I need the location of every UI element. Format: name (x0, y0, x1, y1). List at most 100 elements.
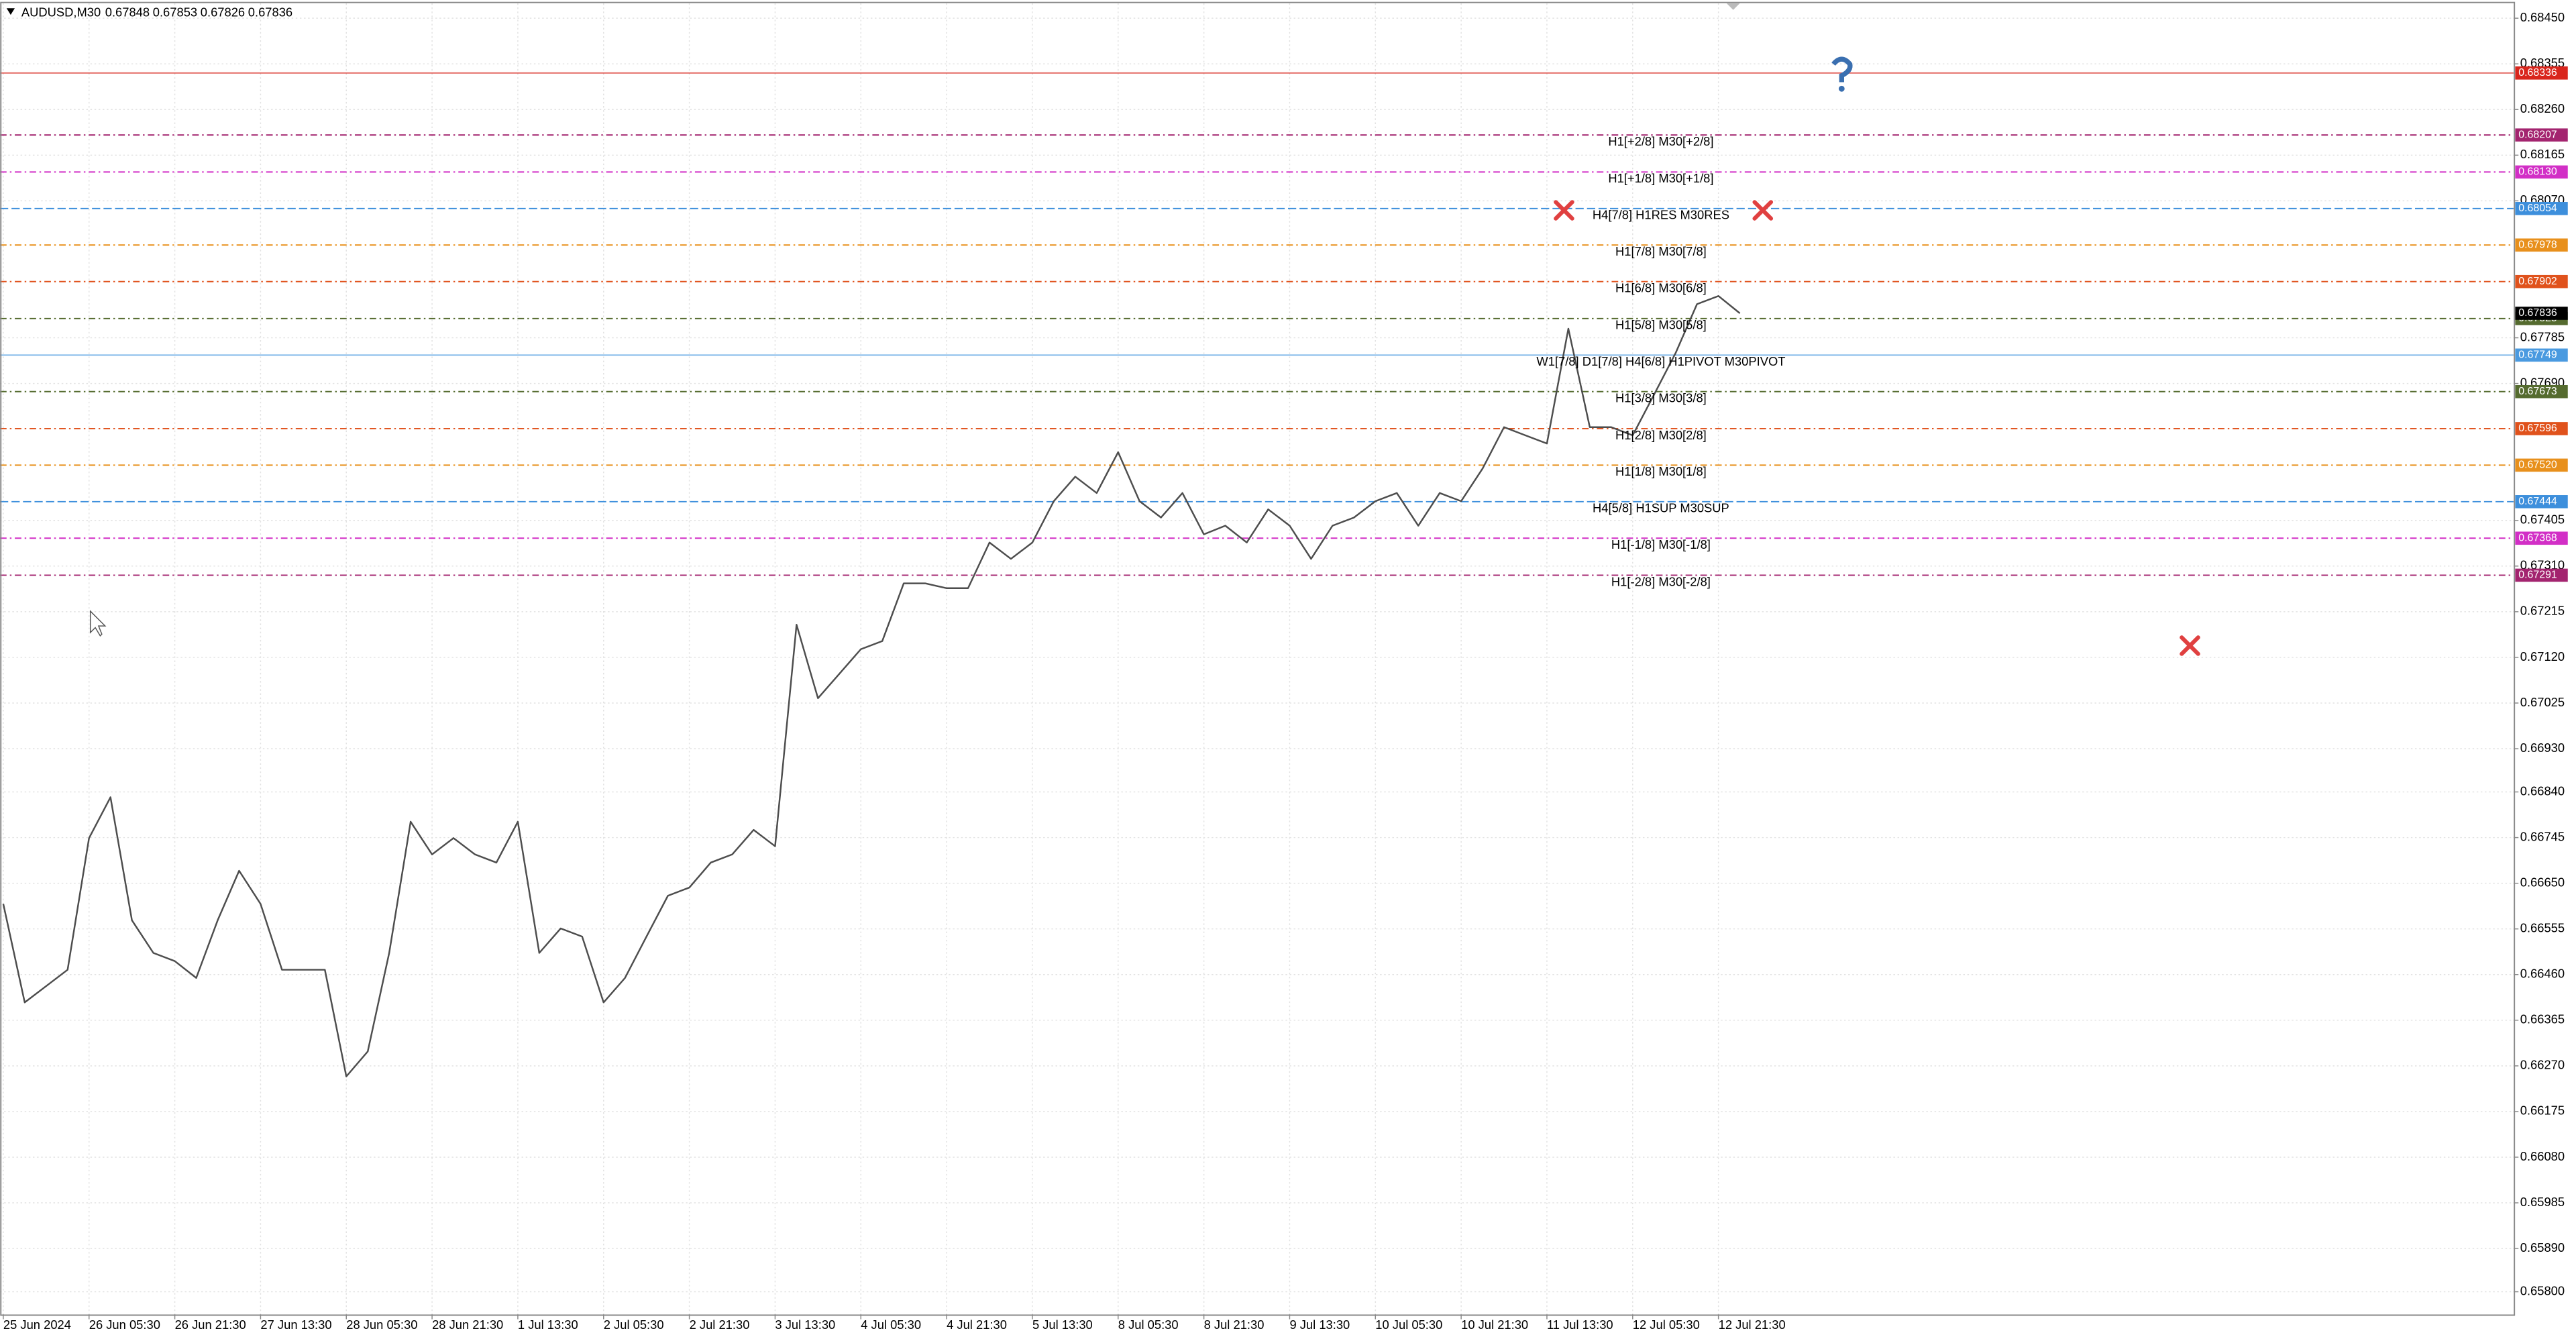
level-badge-label: 0.67749 (2518, 350, 2557, 361)
y-tick-label: 0.68260 (2520, 101, 2565, 115)
level-badge-label: 0.68130 (2518, 166, 2557, 178)
x-tick-label: 27 Jun 13:30 (260, 1318, 331, 1332)
level-label: H1[+1/8] M30[+1/8] (1608, 171, 1713, 185)
level-badge (2515, 307, 2568, 320)
level-badge (2515, 66, 2568, 80)
level-badge-label: 0.67978 (2518, 239, 2557, 250)
x-tick-label: 12 Jul 21:30 (1719, 1318, 1786, 1332)
grid (0, 3, 2519, 1320)
level-badge (2515, 422, 2568, 435)
levels (0, 72, 2514, 576)
y-tick-label: 0.66745 (2520, 829, 2565, 843)
y-tick-label: 0.67025 (2520, 695, 2565, 709)
y-tick-label: 0.65985 (2520, 1195, 2565, 1209)
x-tick-label: 3 Jul 13:30 (775, 1318, 835, 1332)
x-tick-label: 25 Jun 2024 (3, 1318, 71, 1332)
menu-arrow[interactable] (6, 8, 15, 15)
x-tick-label: 10 Jul 21:30 (1461, 1318, 1528, 1332)
level-badge-label: 0.67291 (2518, 570, 2557, 581)
level-badge-label: 0.67836 (2518, 307, 2557, 319)
y-tick-label: 0.65800 (2520, 1283, 2565, 1297)
x-tick-label: 1 Jul 13:30 (518, 1318, 578, 1332)
x-tick-label: 8 Jul 21:30 (1204, 1318, 1265, 1332)
x-tick-label: 12 Jul 05:30 (1633, 1318, 1700, 1332)
level-label: H1[-1/8] M30[-1/8] (1611, 537, 1711, 551)
level-badge (2515, 531, 2568, 545)
level-label: H1[1/8] M30[1/8] (1615, 464, 1707, 478)
y-tick-label: 0.67785 (2520, 329, 2565, 343)
level-label: H4[7/8] H1RES M30RES (1593, 208, 1729, 222)
y-tick-label: 0.68450 (2520, 10, 2565, 24)
y-tick-label: 0.67215 (2520, 604, 2565, 618)
y-tick-label: 0.66270 (2520, 1058, 2565, 1072)
x-tick-label: 26 Jun 05:30 (89, 1318, 160, 1332)
y-tick-label: 0.66555 (2520, 921, 2565, 935)
level-badge-label: 0.68336 (2518, 67, 2557, 78)
ohlc-high: 0.67853 (153, 5, 197, 19)
scroll-marker (1726, 3, 1740, 10)
y-tick-label: 0.67310 (2520, 558, 2565, 572)
question-marker-dot (1838, 85, 1845, 92)
y-tick-label: 0.66930 (2520, 741, 2565, 755)
ohlc-open: 0.67848 (105, 5, 150, 19)
level-badge (2515, 274, 2568, 288)
level-badge-label: 0.67596 (2518, 423, 2557, 434)
level-badge-label: 0.67520 (2518, 460, 2557, 471)
x-tick-label: 11 Jul 13:30 (1547, 1318, 1613, 1332)
y-tick-label: 0.66365 (2520, 1012, 2565, 1026)
symbol-title: AUDUSD,M30 (21, 5, 101, 19)
x-tick-label: 28 Jun 05:30 (346, 1318, 417, 1332)
y-tick-label: 0.66175 (2520, 1104, 2565, 1118)
level-label: H1[+2/8] M30[+2/8] (1608, 134, 1713, 148)
level-badge (2515, 202, 2568, 215)
level-badge (2515, 238, 2568, 252)
x-tick-label: 8 Jul 05:30 (1118, 1318, 1179, 1332)
level-badge (2515, 384, 2568, 398)
plot-frame (0, 1, 2516, 1316)
level-label: H1[2/8] M30[2/8] (1615, 428, 1707, 442)
x-tick-label: 9 Jul 13:30 (1289, 1318, 1350, 1332)
level-badge (2515, 128, 2568, 142)
x-tick-label: 5 Jul 13:30 (1032, 1318, 1093, 1332)
cross-marker (1554, 200, 2200, 656)
level-badge (2515, 568, 2568, 582)
level-label: H4[5/8] H1SUP M30SUP (1593, 501, 1729, 515)
level-badge-label: 0.67444 (2518, 496, 2557, 507)
level-badge-label: 0.67673 (2518, 386, 2557, 397)
level-label: H1[-2/8] M30[-2/8] (1611, 574, 1711, 588)
level-label: H1[7/8] M30[7/8] (1615, 244, 1707, 258)
level-badge-label: 0.67368 (2518, 532, 2557, 543)
level-badge (2515, 458, 2568, 472)
x-tick-label: 4 Jul 21:30 (947, 1318, 1007, 1332)
y-tick-label: 0.68165 (2520, 147, 2565, 161)
level-badge (2515, 495, 2568, 508)
level-badge (2515, 348, 2568, 362)
x-tick-label: 10 Jul 05:30 (1375, 1318, 1442, 1332)
y-tick-label: 0.66840 (2520, 784, 2565, 798)
x-tick-label: 2 Jul 05:30 (604, 1318, 664, 1332)
y-tick-label: 0.65890 (2520, 1240, 2565, 1254)
plot (2, 295, 1741, 1077)
x-tick-label: 28 Jun 21:30 (432, 1318, 503, 1332)
level-label: H1[5/8] M30[5/8] (1615, 318, 1707, 332)
level-label: H1[3/8] M30[3/8] (1615, 391, 1707, 405)
y-tick-label: 0.66460 (2520, 967, 2565, 981)
question-marker (1831, 56, 1853, 83)
level-badge (2515, 165, 2568, 179)
level-label: W1[7/8] D1[7/8] H4[6/8] H1PIVOT M30PIVOT (1536, 354, 1785, 368)
x-tick-label: 2 Jul 21:30 (690, 1318, 750, 1332)
y-tick-label: 0.66080 (2520, 1149, 2565, 1163)
y-tick-label: 0.67405 (2520, 513, 2565, 527)
ohlc-low: 0.67826 (201, 5, 245, 19)
level-badge-label: 0.68054 (2518, 203, 2557, 214)
y-tick-label: 0.66650 (2520, 875, 2565, 889)
mouse-cursor (89, 610, 107, 637)
level-label: H1[6/8] M30[6/8] (1615, 281, 1707, 295)
x-tick-label: 26 Jun 21:30 (175, 1318, 246, 1332)
level-badge-label: 0.67902 (2518, 276, 2557, 287)
price-line (2, 295, 1741, 1077)
y-tick-label: 0.68355 (2520, 56, 2565, 70)
